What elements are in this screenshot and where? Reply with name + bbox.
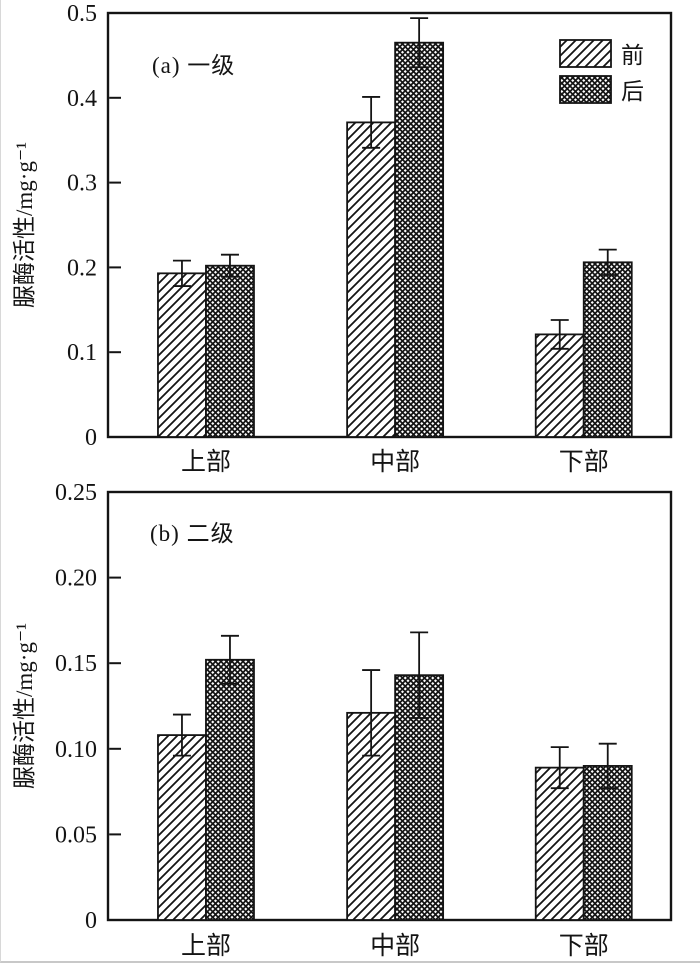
y-tick-label: 0.1: [67, 340, 97, 366]
bar-crosshatch: [205, 264, 255, 438]
panel-a-title: (a) 一级: [152, 53, 236, 78]
panel-a-plot: 0 0.1 0.2 0.3 0.4 0.5 上部 中部 下部: [67, 1, 673, 476]
y-tick-label: 0.5: [67, 1, 97, 27]
legend-label-before: 前: [621, 43, 644, 68]
y-tick-label: 0: [85, 425, 97, 451]
bar-diagonal: [534, 766, 585, 921]
y-tick-label: 0.25: [55, 480, 97, 506]
bar-crosshatch: [582, 765, 633, 921]
bar-diagonal: [157, 272, 207, 438]
bar-diagonal: [534, 333, 585, 438]
y-tick-label: 0.15: [55, 651, 97, 677]
x-category-label: 下部: [559, 932, 609, 960]
legend: 前 后: [559, 36, 644, 106]
panel-b-y-axis-title: 脲酶活性/mg·g⁻¹: [12, 623, 37, 789]
bar-crosshatch: [582, 261, 633, 438]
y-tick-label: 0.2: [67, 255, 97, 281]
panel-b-plot: 0 0.05 0.10 0.15 0.20 0.25 上部 中部 下部: [55, 480, 673, 960]
crosshatch-swatch-icon: [559, 74, 612, 104]
diagonal-hatch-swatch-icon: [559, 38, 612, 68]
legend-label-after: 后: [621, 79, 644, 104]
y-tick-label: 0.4: [67, 86, 97, 112]
x-category-label: 上部: [181, 932, 231, 960]
x-category-label: 中部: [370, 448, 420, 476]
panel-b-title: (b) 二级: [150, 521, 235, 546]
bar-diagonal: [346, 121, 397, 438]
y-tick-label: 0.10: [55, 737, 97, 763]
y-tick-label: 0.20: [55, 566, 97, 592]
bar-crosshatch: [205, 658, 255, 921]
x-category-label: 下部: [559, 448, 609, 476]
bar-diagonal: [157, 734, 207, 921]
y-tick-label: 0.3: [67, 171, 97, 197]
y-tick-label: 0.05: [55, 822, 97, 848]
panel-a-y-axis-title: 脲酶活性/mg·g⁻¹: [12, 142, 37, 308]
x-category-label: 上部: [181, 448, 231, 476]
legend-item-after: 后: [559, 72, 644, 106]
legend-item-before: 前: [559, 36, 644, 70]
y-tick-label: 0: [85, 908, 97, 934]
x-category-label: 中部: [370, 932, 420, 960]
bar-crosshatch: [394, 41, 445, 438]
